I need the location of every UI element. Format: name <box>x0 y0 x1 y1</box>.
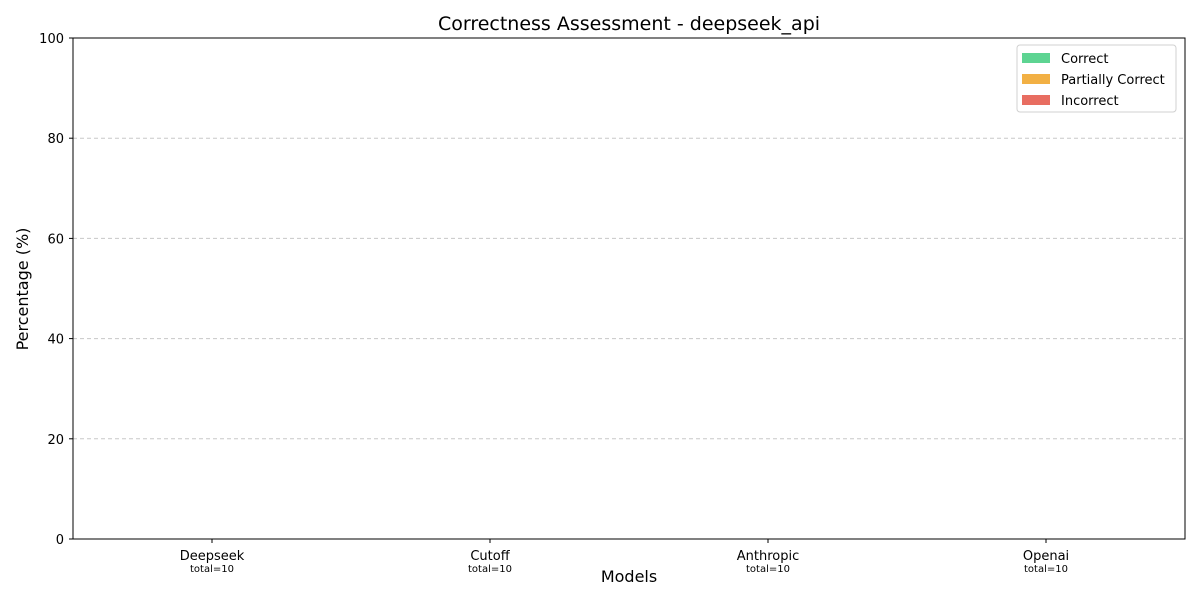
y-tick-label: 60 <box>47 232 64 247</box>
legend-swatch <box>1022 95 1050 105</box>
x-tick-sublabel: total=10 <box>468 564 512 575</box>
y-tick-label: 100 <box>39 32 64 47</box>
x-tick-sublabel: total=10 <box>1024 564 1068 575</box>
legend-label: Correct <box>1061 52 1108 67</box>
legend-box <box>1016 44 1177 113</box>
legend-label: Incorrect <box>1061 94 1119 109</box>
y-tick-label: 80 <box>47 132 64 147</box>
x-tick-sublabel: total=10 <box>746 564 790 575</box>
y-tick-label: 40 <box>47 333 64 348</box>
x-tick-sublabel: total=10 <box>190 564 234 575</box>
chart-title: Correctness Assessment - deepseek_api <box>438 13 820 35</box>
x-tick-label: Openai <box>1023 549 1069 564</box>
x-tick-label: Deepseek <box>180 549 245 564</box>
x-tick-label: Anthropic <box>737 549 800 564</box>
x-tick-label: Cutoff <box>470 549 510 564</box>
legend-label: Partially Correct <box>1061 73 1165 88</box>
y-tick-label: 0 <box>56 533 64 548</box>
y-axis-label: Percentage (%) <box>13 228 32 351</box>
legend-swatch <box>1022 74 1050 84</box>
plot-frame <box>72 37 1186 540</box>
ticks: 020406080100Deepseektotal=10Cutofftotal=… <box>39 32 1069 575</box>
legend-swatch <box>1022 53 1050 63</box>
axes <box>72 37 1186 540</box>
y-tick-label: 20 <box>47 433 64 448</box>
x-axis-label: Models <box>601 567 657 586</box>
legend: Correct Partially Correct Incorrect <box>1016 44 1177 113</box>
grid-lines <box>73 137 1185 440</box>
